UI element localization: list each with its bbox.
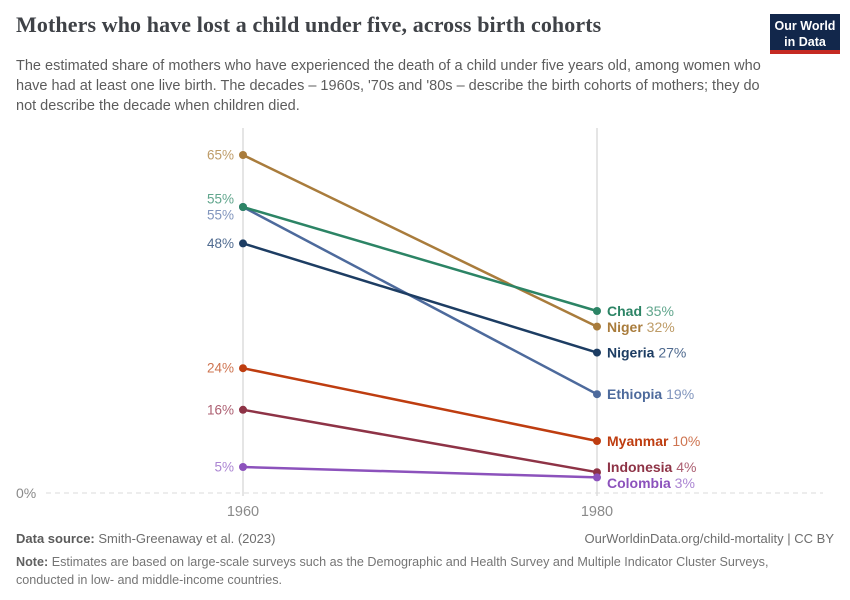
end-label-indonesia: Indonesia 4% [607, 459, 696, 475]
page-title: Mothers who have lost a child under five… [16, 12, 602, 37]
data-point-colombia-start[interactable] [239, 463, 247, 471]
owid-citation-link[interactable]: OurWorldinData.org/child-mortality | CC … [584, 531, 835, 546]
y-axis-zero-label: 0% [16, 485, 36, 501]
series-line-nigeria[interactable] [242, 242, 598, 354]
data-point-chad-end[interactable] [593, 307, 601, 315]
data-point-chad-start[interactable] [239, 203, 247, 211]
data-source: Data source: Smith-Greenaway et al. (202… [16, 531, 275, 546]
start-value-label-colombia: 5% [214, 460, 234, 475]
series-line-colombia[interactable] [242, 465, 598, 479]
end-label-colombia: Colombia 3% [607, 475, 695, 491]
data-point-nigeria-start[interactable] [239, 239, 247, 248]
footer-source-row: Data source: Smith-Greenaway et al. (202… [16, 531, 834, 546]
series-line-chad[interactable] [242, 205, 598, 313]
start-value-label-nigeria: 48% [207, 236, 234, 251]
end-label-ethiopia: Ethiopia 19% [607, 386, 694, 402]
series-line-indonesia[interactable] [242, 408, 598, 474]
data-point-myanmar-end[interactable] [593, 437, 601, 445]
chart-subtitle: The estimated share of mothers who have … [16, 58, 761, 114]
start-value-label-myanmar: 24% [207, 361, 234, 376]
end-label-myanmar: Myanmar 10% [607, 433, 700, 449]
data-point-indonesia-start[interactable] [239, 405, 247, 414]
end-label-nigeria: Nigeria 27% [607, 345, 686, 361]
logo-text-line1: Our World [774, 19, 836, 33]
data-point-ethiopia-end[interactable] [593, 390, 601, 399]
data-point-niger-end[interactable] [593, 322, 601, 331]
data-source-value: Smith-Greenaway et al. (2023) [98, 531, 276, 546]
start-value-label-indonesia: 16% [207, 402, 234, 417]
footer-note: Note: Estimates are based on large-scale… [16, 553, 780, 590]
logo-text-line2: in Data [784, 35, 826, 50]
series-line-ethiopia[interactable] [242, 205, 598, 396]
data-point-niger-start[interactable] [239, 151, 247, 159]
end-label-chad: Chad 35% [607, 303, 674, 319]
note-label: Note: [16, 555, 49, 569]
owid-logo[interactable]: Our World in Data [770, 14, 840, 54]
note-text: Estimates are based on large-scale surve… [16, 555, 769, 588]
x-tick-label-1980: 1980 [581, 504, 613, 520]
start-value-label-niger: 65% [207, 148, 234, 163]
series-line-myanmar[interactable] [242, 366, 598, 443]
data-point-colombia-end[interactable] [593, 473, 601, 482]
start-value-label-chad: 55% [207, 192, 234, 207]
start-value-label-ethiopia: 55% [207, 208, 234, 223]
data-point-myanmar-start[interactable] [239, 364, 247, 373]
series-line-niger[interactable] [242, 153, 598, 328]
data-point-nigeria-end[interactable] [593, 348, 601, 357]
data-source-label: Data source: [16, 531, 95, 546]
x-tick-label-1960: 1960 [227, 504, 259, 520]
end-label-niger: Niger 32% [607, 319, 675, 335]
